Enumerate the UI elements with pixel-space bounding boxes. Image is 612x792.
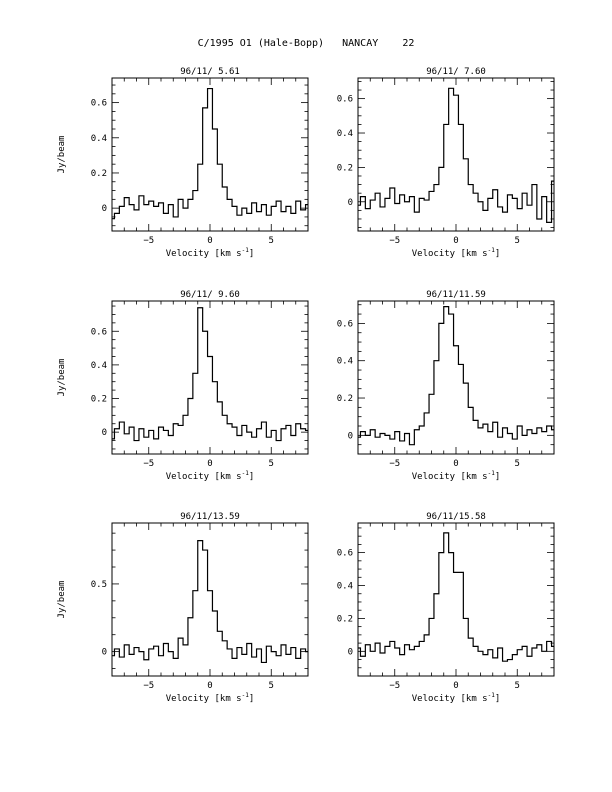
- spectrum-panel-3: 96/11/ 9.60 −5 0 5 0 0.2 0.4 0.6 Velocity [km s-…: [57, 290, 309, 482]
- y-tick-label: 0: [348, 431, 353, 441]
- plot-frame: [357, 77, 555, 232]
- x-axis-label: Velocity [km s-1]: [412, 470, 501, 482]
- x-tick-label: −5: [389, 236, 400, 246]
- spectrum-line: [112, 87, 308, 220]
- spectrum-panel-1: 96/11/ 5.61 −5 0 5 0 0.2 0.4 0.6 Velocity [km s-…: [57, 67, 309, 259]
- x-tick-label: −5: [143, 459, 154, 469]
- y-tick-label: 0: [348, 647, 353, 657]
- x-tick-label: 0: [207, 459, 212, 469]
- y-tick-label: 0.4: [337, 357, 353, 367]
- x-tick-label: 0: [207, 681, 212, 691]
- y-tick-label: 0.2: [91, 395, 107, 405]
- y-tick-label: 0.4: [337, 582, 353, 592]
- y-tick-label: 0.2: [337, 394, 353, 404]
- spectrum-line: [358, 532, 554, 662]
- plot-frame: [111, 300, 309, 455]
- y-tick-label: 0: [102, 648, 107, 658]
- plot-frame: [111, 522, 309, 677]
- page-title: C/1995 O1 (Hale-Bopp) NANCAY 22: [197, 38, 415, 49]
- y-axis-label: Jy/beam: [57, 136, 67, 174]
- y-tick-label: 0.6: [337, 549, 353, 559]
- y-tick-label: 0.6: [337, 319, 353, 329]
- spectrum-panel-2: 96/11/ 7.60 −5 0 5 0 0.2 0.4 0.6 Velocity [km s-…: [337, 67, 555, 259]
- y-tick-label: 0.4: [91, 134, 107, 144]
- x-tick-label: 5: [515, 236, 520, 246]
- plot-frame: [111, 77, 309, 232]
- y-tick-label: 0.2: [337, 614, 353, 624]
- x-axis-label: Velocity [km s-1]: [412, 692, 501, 704]
- spectrum-panel-5: 96/11/13.59 −5 0 5 0 0.5 Velocity [km s-1] Jy/b…: [57, 512, 309, 704]
- y-tick-label: 0: [102, 428, 107, 438]
- x-axis-label: Velocity [km s-1]: [412, 247, 501, 259]
- x-axis-label: Velocity [km s-1]: [166, 692, 255, 704]
- panel-title: 96/11/15.58: [426, 512, 486, 522]
- y-tick-label: 0: [102, 204, 107, 214]
- y-axis-label: Jy/beam: [57, 359, 67, 397]
- y-tick-label: 0.2: [91, 169, 107, 179]
- x-tick-label: 0: [453, 681, 458, 691]
- y-tick-label: 0: [348, 198, 353, 208]
- y-tick-label: 0.4: [337, 129, 353, 139]
- x-axis-label: Velocity [km s-1]: [166, 247, 255, 259]
- y-tick-label: 0.2: [337, 163, 353, 173]
- panel-title: 96/11/ 5.61: [180, 67, 240, 77]
- x-tick-label: 0: [453, 236, 458, 246]
- x-tick-label: 5: [269, 459, 274, 469]
- panel-title: 96/11/ 7.60: [426, 67, 486, 77]
- y-tick-label: 0.6: [91, 327, 107, 337]
- spectrum-line: [358, 87, 554, 223]
- spectrum-line: [112, 307, 308, 442]
- y-tick-label: 0.5: [91, 580, 107, 590]
- x-axis-label: Velocity [km s-1]: [166, 470, 255, 482]
- plot-frame: [357, 522, 555, 677]
- spectrum-panel-4: 96/11/11.59 −5 0 5 0 0.2 0.4 0.6 Velocity [km s-…: [337, 290, 555, 482]
- plot-frame: [357, 300, 555, 455]
- panel-title: 96/11/ 9.60: [180, 290, 240, 300]
- spectrum-line: [358, 306, 554, 446]
- x-tick-label: 5: [515, 459, 520, 469]
- panel-title: 96/11/13.59: [180, 512, 240, 522]
- x-tick-label: 0: [207, 236, 212, 246]
- x-tick-label: −5: [389, 681, 400, 691]
- y-tick-label: 0.4: [91, 361, 107, 371]
- panel-title: 96/11/11.59: [426, 290, 486, 300]
- y-tick-label: 0.6: [91, 99, 107, 109]
- y-tick-label: 0.6: [337, 95, 353, 105]
- x-tick-label: 0: [453, 459, 458, 469]
- x-tick-label: 5: [515, 681, 520, 691]
- spectrum-line: [112, 540, 308, 664]
- y-axis-label: Jy/beam: [57, 581, 67, 619]
- x-tick-label: 5: [269, 681, 274, 691]
- x-tick-label: 5: [269, 236, 274, 246]
- spectrum-panel-6: 96/11/15.58 −5 0 5 0 0.2 0.4 0.6 Velocity [km s-…: [337, 512, 555, 704]
- x-tick-label: −5: [143, 681, 154, 691]
- x-tick-label: −5: [143, 236, 154, 246]
- x-tick-label: −5: [389, 459, 400, 469]
